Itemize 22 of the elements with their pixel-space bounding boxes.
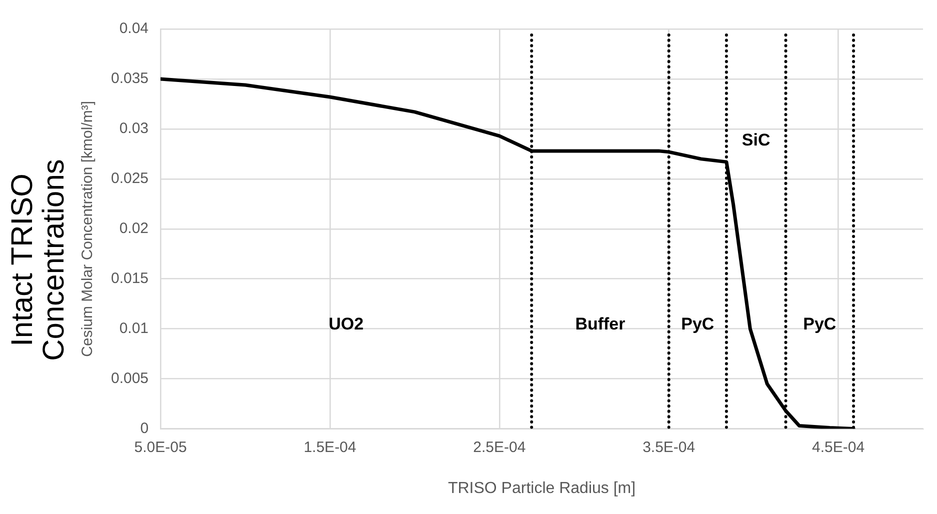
y-tick-label: 0.01 [119,320,149,337]
y-tick-label: 0.015 [110,270,149,288]
y-tick-label: 0.005 [110,370,149,387]
y-tick-label: 0 [140,420,149,437]
x-tick-label: 2.5E-04 [473,438,526,456]
text: Intact TRISO Concentrations [6,159,71,361]
x-tick-label: 4.5E-04 [812,438,865,456]
y-tick-label: 0.04 [119,20,149,38]
y-tick-label: 0.03 [119,120,149,138]
x-tick-label: 1.5E-04 [304,438,356,456]
y-tick-label: 0.025 [110,170,149,188]
x-axis-title: TRISO Particle Radius [m] [448,480,636,497]
annotation: PyC [681,314,714,334]
annotation: SiC [742,130,770,150]
y-axis-title: Cesium Molar Concentration [kmol/m³] [79,100,96,357]
annotation: Buffer [575,314,626,334]
x-tick-label: 3.5E-04 [642,438,696,456]
x-tick-label: 5.0E-05 [134,438,187,456]
y-tick-label: 0.035 [110,70,149,88]
annotation: PyC [803,314,836,334]
y-tick-label: 0.02 [119,220,149,238]
annotation: UO2 [328,314,364,334]
